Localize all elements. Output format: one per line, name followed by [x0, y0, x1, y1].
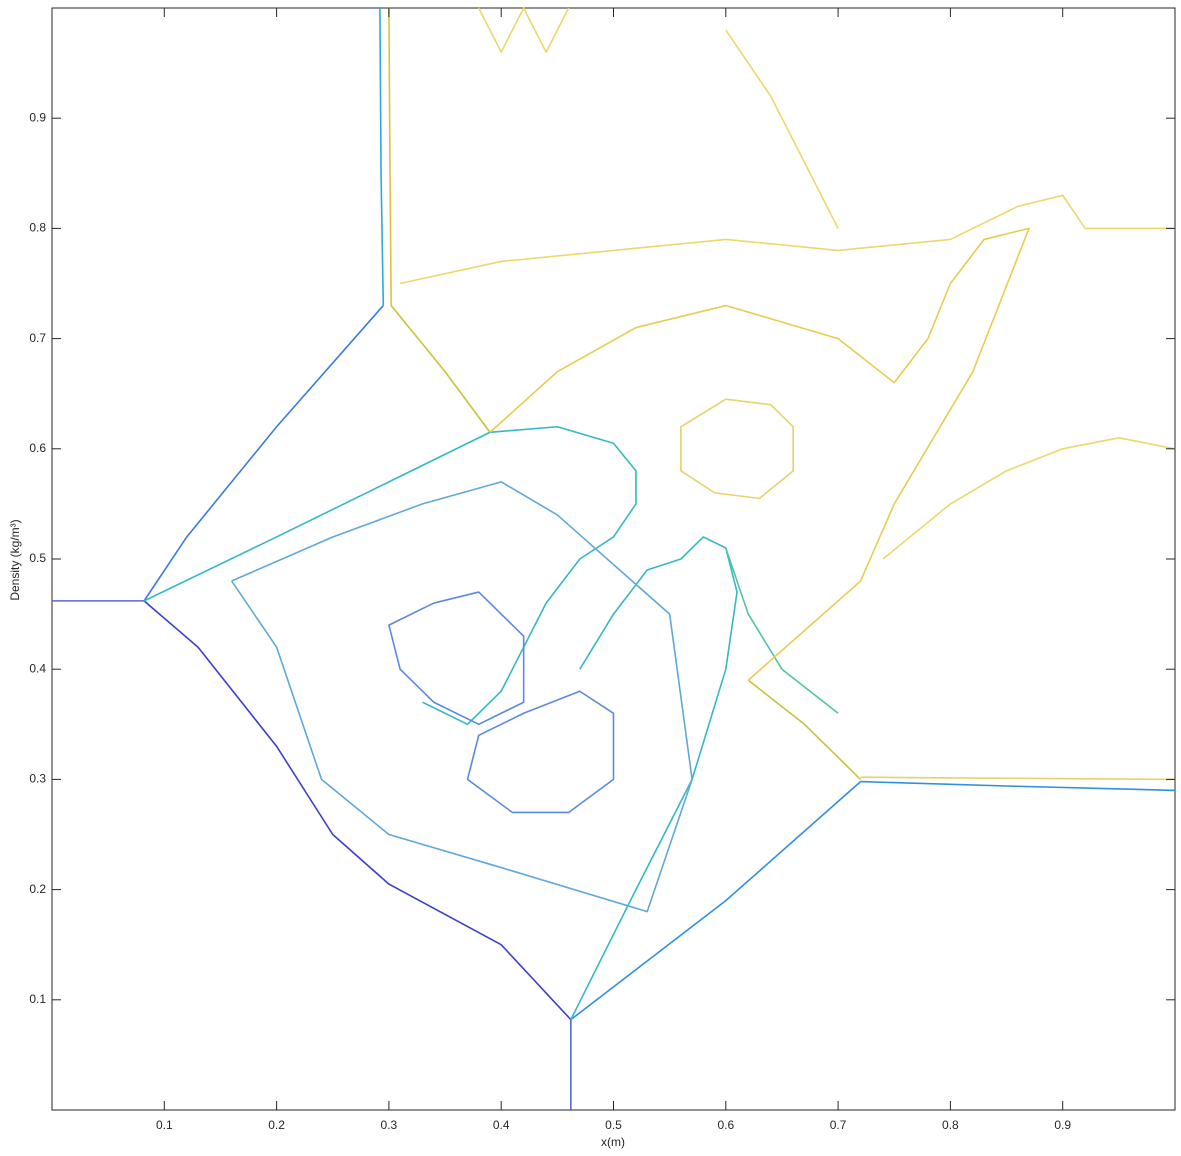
y-tick-label: 0.5	[29, 551, 46, 565]
x-tick-label: 0.1	[156, 1118, 173, 1132]
y-tick-label: 0.4	[29, 661, 46, 675]
y-tick-label: 0.3	[29, 772, 46, 786]
y-tick-label: 0.8	[29, 221, 46, 235]
contour-line	[882, 436, 1176, 560]
y-tick-label: 0.2	[29, 882, 46, 896]
contour-line	[143, 425, 637, 726]
y-axis-label: Density (kg/m³)	[8, 519, 22, 600]
contour-line	[399, 194, 1175, 285]
contour-line	[747, 679, 862, 780]
contour-line	[570, 781, 862, 1021]
contour-line	[860, 780, 1176, 792]
contour-line	[143, 600, 572, 1021]
y-tick-label: 0.1	[29, 992, 46, 1006]
contour-line	[680, 398, 794, 500]
contour-line	[231, 481, 693, 913]
contour-line	[379, 7, 385, 306]
plot-frame	[51, 7, 1176, 1111]
contour-line	[390, 305, 491, 433]
x-tick-label: 0.3	[381, 1118, 398, 1132]
contour-line	[388, 591, 525, 726]
x-tick-label: 0.5	[605, 1118, 622, 1132]
x-tick-label: 0.2	[268, 1118, 285, 1132]
contour-line	[725, 29, 839, 229]
contour-line	[466, 690, 615, 814]
y-tick-label: 0.6	[29, 441, 46, 455]
y-tick-label: 0.9	[29, 110, 46, 124]
x-tick-label: 0.4	[493, 1118, 510, 1132]
contour-line	[860, 776, 1176, 781]
contour-line	[489, 227, 1030, 681]
contour-line	[388, 7, 392, 306]
x-axis-label: x(m)	[601, 1135, 625, 1149]
contour-line	[478, 7, 570, 53]
x-tick-label: 0.7	[830, 1118, 847, 1132]
y-tick-label: 0.7	[29, 331, 46, 345]
x-tick-label: 0.8	[942, 1118, 959, 1132]
x-tick-label: 0.6	[717, 1118, 734, 1132]
contour-line	[725, 547, 839, 714]
contour-line	[143, 305, 384, 602]
x-tick-label: 0.9	[1054, 1118, 1071, 1132]
